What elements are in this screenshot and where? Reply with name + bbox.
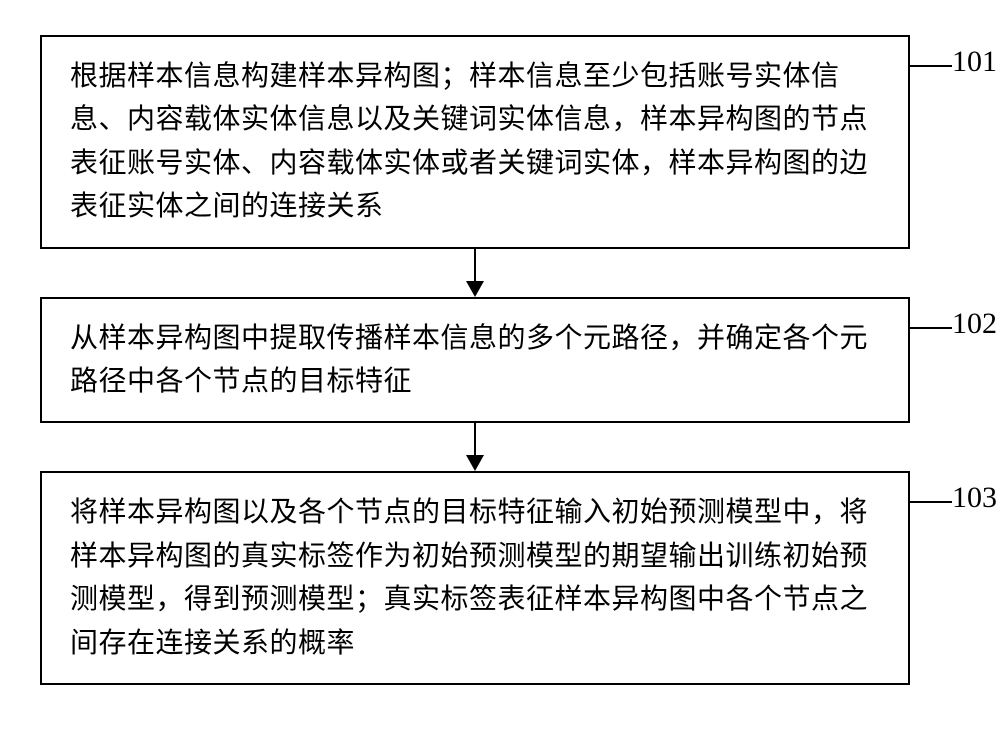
- step-text: 将样本异构图以及各个节点的目标特征输入初始预测模型中，将样本异构图的真实标签作为…: [70, 491, 880, 665]
- arrow-line: [474, 249, 476, 283]
- arrow-head-icon: [466, 455, 484, 471]
- label-lead-line: [910, 501, 952, 503]
- step-label: 102: [952, 307, 997, 341]
- flow-arrow: [40, 249, 910, 297]
- step-text: 从样本异构图中提取传播样本信息的多个元路径，并确定各个元路径中各个节点的目标特征: [70, 317, 880, 404]
- flow-arrow: [40, 423, 910, 471]
- arrow-line: [474, 423, 476, 457]
- flow-step-1: 根据样本信息构建样本异构图；样本信息至少包括账号实体信息、内容载体实体信息以及关…: [40, 35, 910, 249]
- label-lead-line: [910, 65, 952, 67]
- flowchart-container: 根据样本信息构建样本异构图；样本信息至少包括账号实体信息、内容载体实体信息以及关…: [40, 35, 960, 685]
- step-label: 103: [952, 481, 997, 515]
- step-text: 根据样本信息构建样本异构图；样本信息至少包括账号实体信息、内容载体实体信息以及关…: [70, 55, 880, 229]
- arrow-head-icon: [466, 281, 484, 297]
- flow-step-3: 将样本异构图以及各个节点的目标特征输入初始预测模型中，将样本异构图的真实标签作为…: [40, 471, 910, 685]
- step-label: 101: [952, 45, 997, 79]
- flow-step-2: 从样本异构图中提取传播样本信息的多个元路径，并确定各个元路径中各个节点的目标特征: [40, 297, 910, 424]
- label-lead-line: [910, 327, 952, 329]
